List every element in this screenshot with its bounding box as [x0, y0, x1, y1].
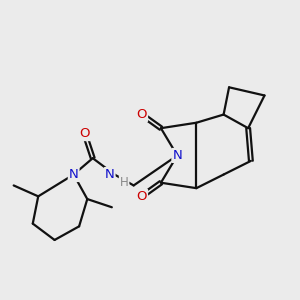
Text: O: O: [136, 190, 147, 203]
Text: O: O: [136, 108, 147, 121]
Text: N: N: [105, 168, 115, 181]
Text: O: O: [79, 127, 90, 140]
Text: N: N: [69, 168, 79, 181]
Text: N: N: [172, 149, 182, 162]
Text: H: H: [120, 176, 128, 189]
